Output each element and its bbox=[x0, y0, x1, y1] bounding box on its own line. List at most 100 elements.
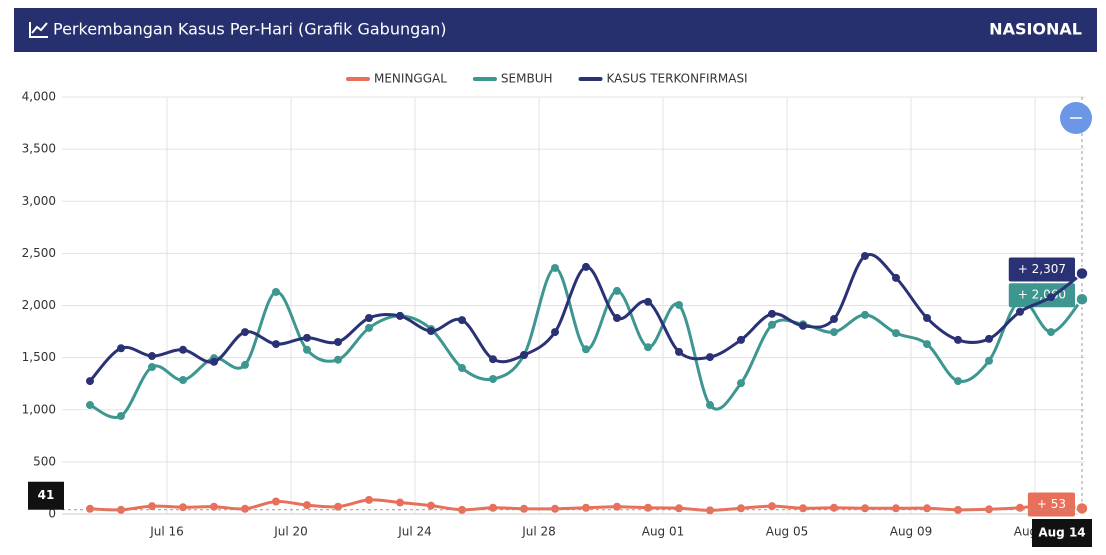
data-point bbox=[148, 363, 156, 372]
data-point bbox=[706, 506, 714, 515]
data-point bbox=[768, 320, 776, 329]
data-point bbox=[706, 353, 714, 362]
data-point bbox=[737, 504, 745, 513]
value-label-box bbox=[1027, 492, 1075, 517]
data-point bbox=[1047, 293, 1055, 302]
value-label: + 53 bbox=[1037, 497, 1066, 511]
data-point bbox=[427, 501, 435, 510]
data-point bbox=[675, 504, 683, 513]
data-point bbox=[303, 345, 311, 354]
data-point bbox=[551, 328, 559, 337]
data-point bbox=[179, 345, 187, 354]
data-point bbox=[117, 344, 125, 353]
data-point bbox=[892, 329, 900, 338]
data-point bbox=[148, 502, 156, 511]
crosshair-y-box bbox=[28, 481, 64, 510]
data-point bbox=[148, 352, 156, 361]
legend-label: MENINGGAL bbox=[374, 72, 447, 86]
data-point bbox=[365, 323, 373, 332]
data-point bbox=[1016, 503, 1024, 512]
data-point bbox=[892, 504, 900, 513]
y-tick-label: 1,500 bbox=[22, 350, 56, 364]
data-point bbox=[1047, 328, 1055, 337]
data-point bbox=[520, 351, 528, 360]
data-point bbox=[489, 355, 497, 364]
data-point bbox=[489, 374, 497, 383]
data-point bbox=[489, 503, 497, 512]
data-point bbox=[1016, 307, 1024, 316]
y-tick-label: 0 bbox=[48, 507, 56, 521]
data-point bbox=[241, 360, 249, 369]
chart-icon bbox=[29, 22, 48, 38]
data-point bbox=[675, 347, 683, 356]
data-point bbox=[768, 502, 776, 511]
legend-label: KASUS TERKONFIRMASI bbox=[607, 72, 748, 86]
data-point bbox=[768, 309, 776, 318]
data-point bbox=[954, 377, 962, 386]
data-point bbox=[613, 314, 621, 323]
data-point bbox=[179, 376, 187, 385]
data-point bbox=[210, 502, 218, 511]
data-point bbox=[830, 503, 838, 512]
data-point bbox=[458, 316, 466, 325]
y-tick-label: 3,500 bbox=[22, 142, 56, 156]
data-point bbox=[706, 401, 714, 410]
data-point bbox=[241, 328, 249, 337]
value-label: + 2,060 bbox=[1018, 288, 1066, 302]
y-tick-label: 1,000 bbox=[22, 402, 56, 416]
data-point bbox=[737, 379, 745, 388]
data-point bbox=[272, 340, 280, 349]
data-point bbox=[427, 327, 435, 336]
y-tick-label: 3,000 bbox=[22, 194, 56, 208]
data-point bbox=[303, 501, 311, 510]
data-point bbox=[799, 504, 807, 513]
data-point bbox=[179, 503, 187, 512]
data-point bbox=[737, 335, 745, 344]
data-point bbox=[334, 502, 342, 511]
data-point bbox=[613, 286, 621, 295]
data-point bbox=[86, 377, 94, 386]
data-point bbox=[1075, 501, 1089, 516]
data-point bbox=[520, 504, 528, 513]
data-point bbox=[830, 328, 838, 337]
data-point bbox=[830, 315, 838, 324]
data-point bbox=[582, 503, 590, 512]
x-tick-label: Aug 14 bbox=[1038, 526, 1085, 540]
data-point bbox=[923, 340, 931, 349]
crosshair-y-label: 41 bbox=[38, 488, 55, 502]
x-tick-label: Jul 24 bbox=[397, 525, 432, 539]
header-bar bbox=[14, 8, 1097, 52]
data-point bbox=[365, 314, 373, 323]
data-point bbox=[551, 504, 559, 513]
data-point bbox=[396, 498, 404, 507]
data-point bbox=[365, 495, 373, 504]
value-label: + 2,307 bbox=[1018, 262, 1066, 276]
data-point bbox=[334, 355, 342, 364]
x-tick-label: Aug 05 bbox=[766, 525, 809, 539]
data-point bbox=[86, 504, 94, 513]
series-line bbox=[89, 266, 1084, 419]
header-title: Perkembangan Kasus Per-Hari (Grafik Gabu… bbox=[53, 20, 446, 39]
data-point bbox=[86, 401, 94, 410]
value-label-box bbox=[1008, 283, 1075, 308]
plot: + 53 + 2,060 + 2,307 41 bbox=[28, 251, 1089, 517]
data-point bbox=[582, 345, 590, 354]
data-point bbox=[117, 505, 125, 514]
data-point bbox=[675, 300, 683, 309]
data-point bbox=[613, 502, 621, 511]
data-point bbox=[334, 337, 342, 346]
x-tick-label: Aug 01 bbox=[642, 525, 685, 539]
data-point bbox=[210, 357, 218, 366]
legend: MENINGGAL SEMBUH KASUS TERKONFIRMASI bbox=[346, 72, 748, 86]
x-tick-label: Jul 28 bbox=[521, 525, 556, 539]
data-point bbox=[1075, 266, 1089, 281]
x-tick-label: Jul 16 bbox=[149, 525, 184, 539]
x-tick-label: Jul 20 bbox=[273, 525, 308, 539]
data-point bbox=[799, 321, 807, 330]
data-point bbox=[551, 263, 559, 272]
header-scope: NASIONAL bbox=[989, 20, 1082, 39]
data-point bbox=[923, 504, 931, 513]
data-point bbox=[272, 287, 280, 296]
data-point bbox=[1075, 292, 1089, 306]
